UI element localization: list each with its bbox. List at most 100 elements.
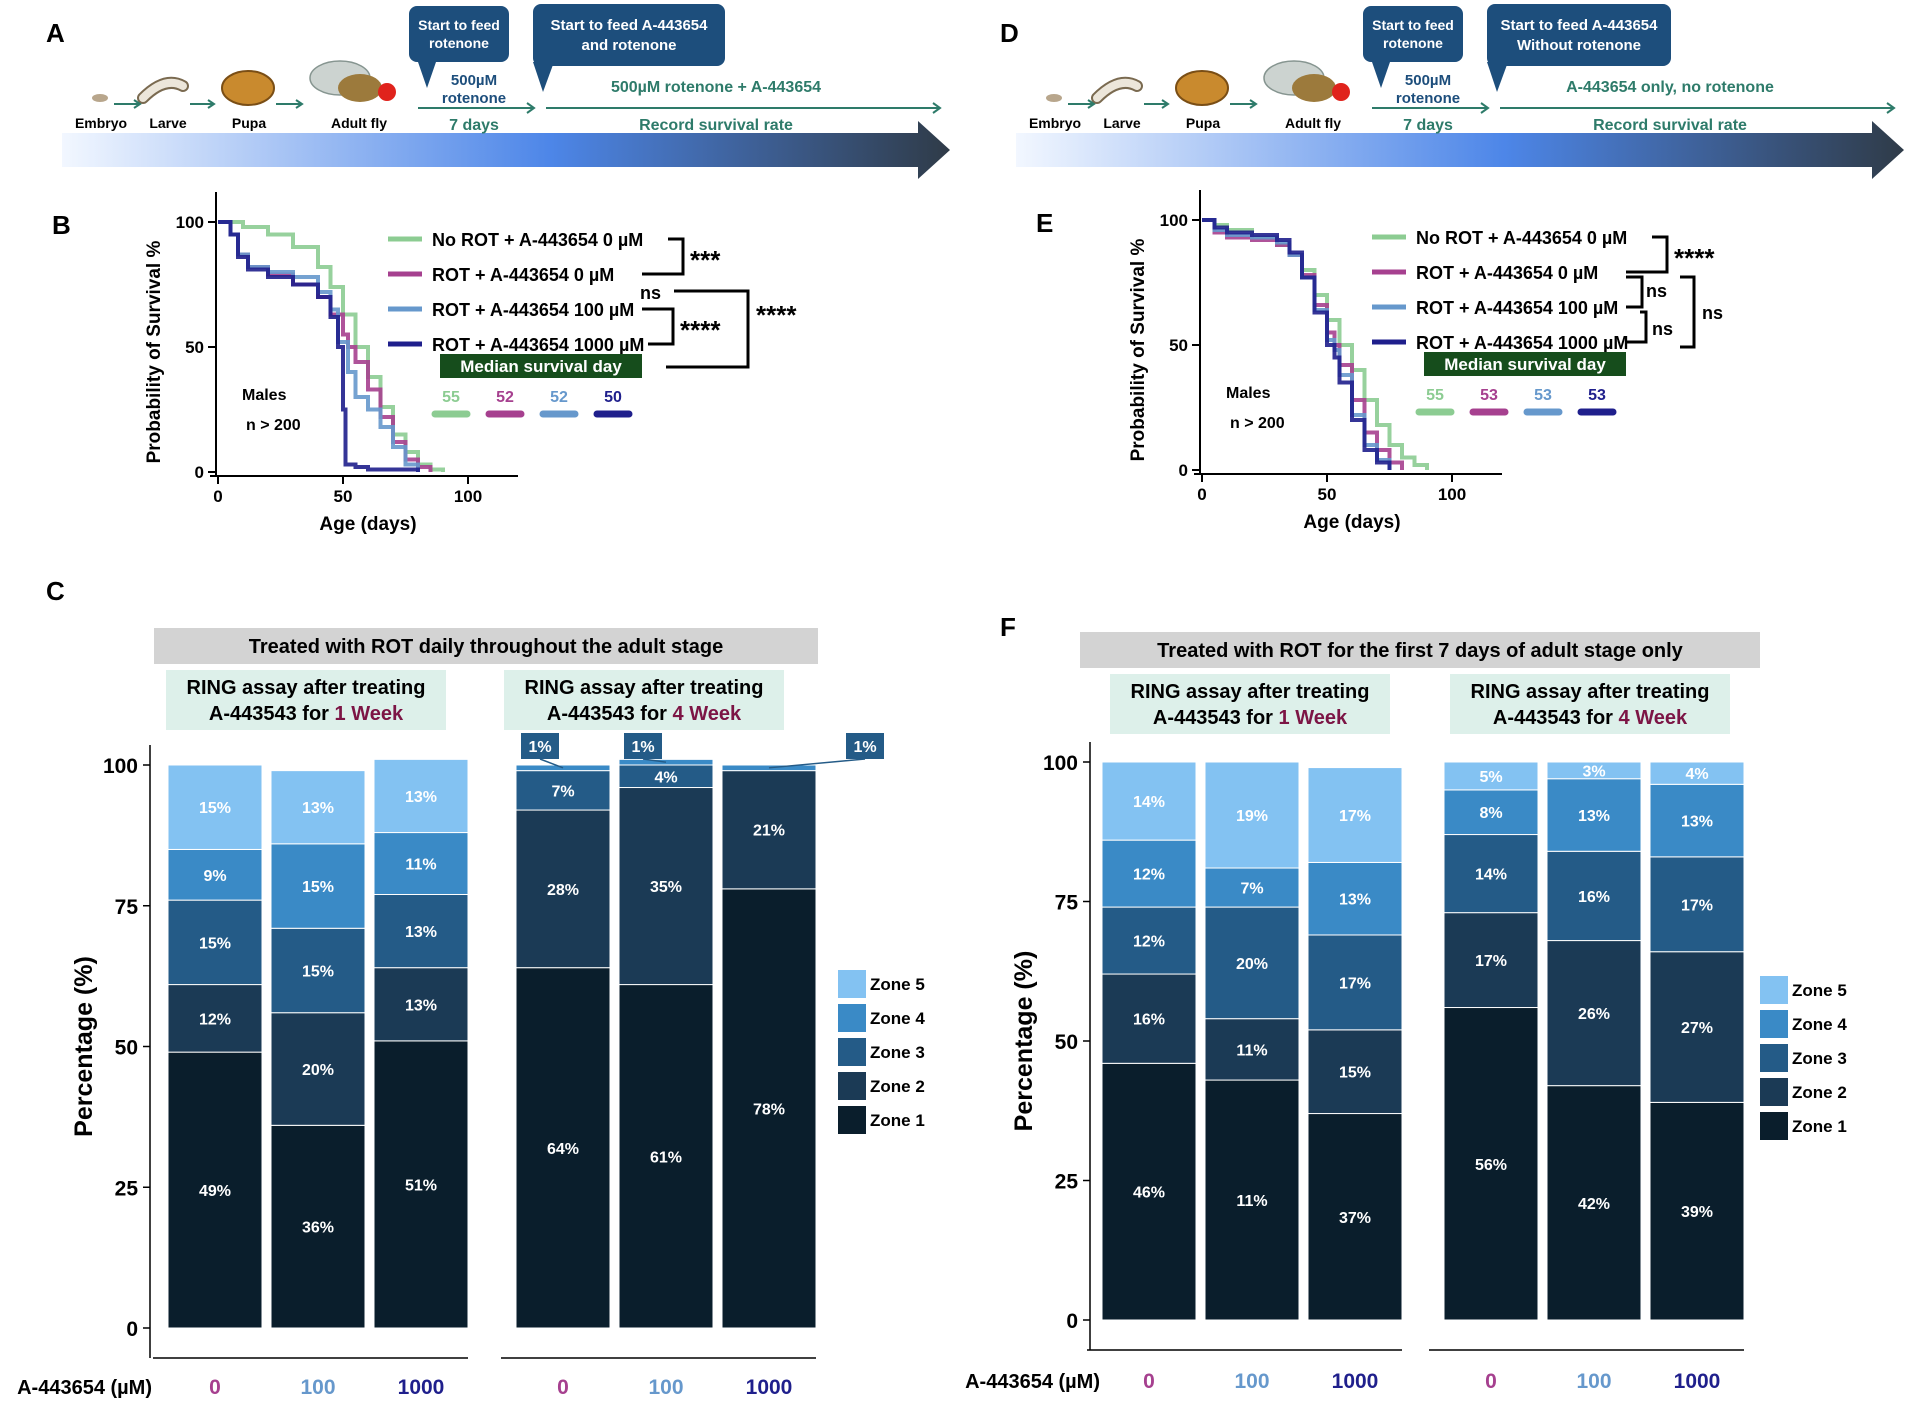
bar-segment [1204,761,1300,869]
median-value: 53 [1534,387,1552,404]
subtitle-text: RING assay after treating [1131,681,1370,703]
legend-label: Zone 3 [870,1043,925,1062]
category-label: 0 [1485,1370,1497,1393]
panel-letter: D [1000,18,1019,48]
y-tick-label: 100 [1160,211,1188,230]
bar-segment [1443,1007,1539,1321]
x-tick-label: 100 [1438,485,1466,504]
legend-label: Zone 2 [870,1077,925,1096]
sig-label: *** [690,245,721,275]
sig-bracket [1626,235,1669,274]
category-label: 0 [557,1376,569,1399]
small-value-leader [642,758,667,763]
bar-value-label: 12% [1133,867,1165,884]
bar-segment [373,967,469,1042]
record-label: Record survival rate [1593,117,1747,134]
panel-letter: A [46,18,65,48]
survival-curve [218,220,445,472]
bar-segment [1649,1101,1745,1321]
bar-value-label: 13% [302,800,334,817]
callout-box [533,4,725,66]
y-tick-label: 100 [103,755,138,778]
bar-value-label: 14% [1475,867,1507,884]
bar-value-label: 15% [302,963,334,980]
bar-segment [270,1012,366,1126]
treatment-arrow [1500,102,1896,114]
dose-label: 500µM [1405,72,1451,89]
legend-label: Zone 5 [870,975,925,994]
bar-panel-f: F Treated with ROT for the first 7 days o… [965,612,1847,1393]
legend-label: Zone 1 [870,1111,925,1130]
bar-value-label: 13% [405,997,437,1014]
treatment-arrow [546,102,942,114]
subtitle-duration: 4 Week [1619,707,1688,729]
legend-swatch [1760,1044,1788,1072]
callout-text: and rotenone [581,37,676,54]
x-tick-label: 0 [1197,485,1206,504]
median-value: 53 [1480,387,1498,404]
panel-letter: E [1036,208,1053,238]
bar-segment [1204,867,1300,908]
bar-value-label: 13% [1578,808,1610,825]
bar-segment [270,1124,366,1329]
bar-value-label: 64% [547,1141,579,1158]
legend-swatch [1760,1078,1788,1106]
survival-panel-b: B 0 50 100 0 50 100 Age (days) Probability of Su… [52,192,797,535]
callout-text: rotenone [429,35,489,51]
bar-segment [167,984,263,1053]
y-tick-label: 50 [1055,1031,1078,1054]
y-tick-label: 50 [1169,336,1188,355]
sig-label: ns [640,283,661,303]
median-header [1424,352,1626,376]
bar-value-label: 13% [405,924,437,941]
legend-swatch [1760,1010,1788,1038]
bar-value-label: 17% [1475,953,1507,970]
y-tick-label: 100 [1043,752,1078,775]
bar-segment [1649,761,1745,785]
legend-swatch [838,1072,866,1100]
callout-pointer [533,62,554,92]
embryo-icon [1046,94,1062,102]
stage-arrow-icon [114,99,142,109]
condition-header-text: Treated with ROT for the first 7 days of… [1157,640,1684,662]
category-label: 100 [1234,1370,1269,1393]
timeline-panel-a: A Embryo Larve Pupa Adult fly Start to feed ro… [46,4,950,179]
x-axis-title: A-443654 (µM) [17,1377,152,1399]
legend-swatch [838,1004,866,1032]
legend-label: Zone 1 [1792,1117,1847,1136]
subtitle-duration: 4 Week [673,703,742,725]
dose-label: rotenone [442,90,506,107]
bar-value-label: 39% [1681,1204,1713,1221]
stage-label: Larve [1103,115,1141,131]
bar-segment [167,899,263,986]
bar-value-label: 8% [1479,805,1502,822]
bar-value-label: 11% [405,857,436,874]
legend-label: No ROT + A-443654 0 µM [1416,228,1627,248]
small-value-box [624,733,662,759]
legend-label: No ROT + A-443654 0 µM [432,230,643,250]
bar-value-label: 28% [547,882,579,899]
y-tick-label: 75 [115,896,139,919]
bar-value-label: 37% [1339,1210,1371,1227]
callout-text: rotenone [1383,35,1443,51]
x-tick-label: 100 [454,487,482,506]
timeline-arrow [1016,121,1904,179]
survival-curve [1202,218,1429,470]
median-value: 53 [1588,387,1606,404]
bar-panel-c: C Treated with ROT daily throughout the a… [17,576,925,1399]
bar-segment [167,848,263,901]
small-value-box [846,733,884,759]
sig-bracket [642,307,675,346]
subtitle-prefix: A-443543 for [547,703,673,725]
bar-segment [721,770,817,890]
subtitle-text: A-443543 for 4 Week [1493,707,1688,729]
bar-segment [373,832,469,895]
males-label: Males [242,387,287,404]
days-label: 7 days [449,117,499,134]
y-tick-label: 50 [115,1037,138,1060]
bar-value-label: 11% [1236,1042,1267,1059]
panel-letter: C [46,576,65,606]
subtitle-box [166,670,446,730]
callout-pointer [1372,62,1390,88]
